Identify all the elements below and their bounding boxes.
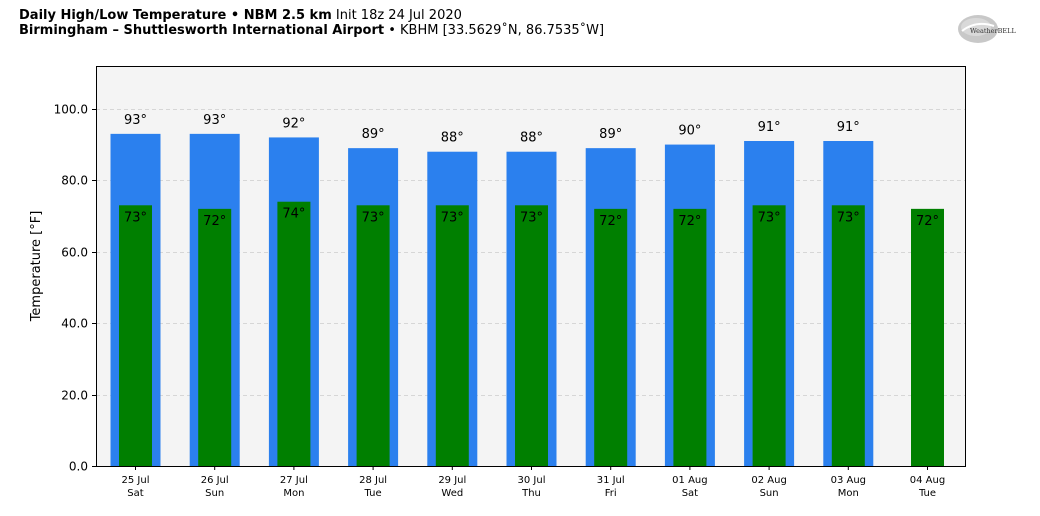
high-temp-label: 88° — [441, 131, 464, 146]
x-tick-date: 01 Aug — [672, 475, 707, 486]
x-tick-weekday: Tue — [364, 488, 382, 499]
low-bars — [119, 201, 944, 467]
low-temp-label: 73° — [837, 210, 860, 225]
x-tick-date: 27 Jul — [280, 475, 308, 486]
high-temp-label: 92° — [282, 116, 305, 131]
low-temp-bar — [594, 208, 628, 466]
high-temp-label: 89° — [362, 127, 385, 142]
location-line: Birmingham – Shuttlesworth International… — [19, 23, 604, 38]
low-temp-bar — [831, 205, 865, 467]
low-temp-bar — [356, 205, 390, 467]
low-temp-bar — [752, 205, 786, 467]
low-temp-bar — [515, 205, 548, 467]
x-tick-weekday: Sat — [682, 488, 698, 499]
high-temp-label: 91° — [837, 120, 860, 135]
high-temp-label: 93° — [124, 113, 147, 128]
x-tick-date: 28 Jul — [359, 475, 387, 486]
low-temp-label: 73° — [758, 210, 781, 225]
title-line: Daily High/Low Temperature • NBM 2.5 km … — [19, 8, 604, 23]
low-temp-label: 73° — [124, 210, 147, 225]
x-tick-weekday: Sun — [760, 488, 779, 499]
high-temp-label: 91° — [758, 120, 781, 135]
low-temp-bar — [119, 205, 152, 467]
low-temp-bar — [911, 208, 944, 466]
low-temp-bar — [277, 201, 311, 466]
x-tick-weekday: Thu — [521, 488, 541, 499]
x-tick-date: 29 Jul — [438, 475, 466, 486]
init-time: Init 18z 24 Jul 2020 — [335, 8, 462, 23]
y-tick-label: 40.0 — [61, 317, 88, 331]
x-axis-ticks: 25 Jul Sat 26 Jul Sun 27 Jul Mon 28 Jul Tue 29 J… — [122, 466, 945, 499]
x-tick-date: 04 Aug — [910, 475, 945, 486]
x-tick-weekday: Mon — [283, 488, 304, 499]
y-axis-ticks: 0.0 20.0 40.0 60.0 80.0 100.0 — [54, 103, 96, 474]
low-temp-bar — [435, 205, 469, 467]
low-temp-bar — [198, 208, 232, 466]
high-temp-label: 89° — [599, 127, 622, 142]
high-temp-label: 88° — [520, 131, 543, 146]
low-temp-label: 72° — [599, 214, 622, 229]
y-tick-label: 20.0 — [61, 389, 88, 403]
x-tick-weekday: Sat — [127, 488, 143, 499]
bar-labels: 93° 73° 93° 72° 92° 74° 89° 73° 88° 73° 88° 73° 89° 7… — [124, 113, 939, 229]
low-temp-bar — [673, 208, 707, 466]
x-tick-date: 02 Aug — [751, 475, 786, 486]
x-tick-date: 26 Jul — [201, 475, 229, 486]
low-temp-label: 73° — [362, 210, 385, 225]
y-tick-label: 100.0 — [54, 103, 88, 117]
low-temp-label: 73° — [441, 210, 464, 225]
chart-title: Daily High/Low Temperature • NBM 2.5 km — [19, 8, 332, 23]
x-tick-weekday: Wed — [441, 488, 463, 499]
low-temp-label: 73° — [520, 210, 543, 225]
chart-header: Daily High/Low Temperature • NBM 2.5 km … — [19, 8, 604, 38]
low-temp-label: 72° — [678, 214, 701, 229]
high-temp-label: 93° — [203, 113, 226, 128]
x-tick-weekday: Sun — [205, 488, 224, 499]
weatherbell-logo: WeatherBELL — [956, 12, 1020, 46]
x-tick-date: 31 Jul — [597, 475, 625, 486]
x-tick-weekday: Fri — [605, 488, 617, 499]
x-tick-date: 30 Jul — [518, 475, 546, 486]
y-tick-label: 0.0 — [69, 460, 88, 474]
location-coords: • KBHM [33.5629˚N, 86.7535˚W] — [388, 23, 605, 38]
y-tick-label: 60.0 — [61, 246, 88, 260]
y-tick-label: 80.0 — [61, 174, 88, 188]
low-temp-label: 74° — [282, 207, 305, 222]
x-tick-weekday: Mon — [838, 488, 859, 499]
x-tick-date: 25 Jul — [122, 475, 150, 486]
high-temp-label: 90° — [678, 124, 701, 139]
y-axis-label: Temperature [°F] — [29, 211, 44, 323]
logo-text: WeatherBELL — [970, 27, 1016, 35]
location-name: Birmingham – Shuttlesworth International… — [19, 23, 385, 38]
low-temp-label: 72° — [916, 214, 939, 229]
x-tick-weekday: Tue — [918, 488, 936, 499]
low-temp-label: 72° — [203, 214, 226, 229]
x-tick-date: 03 Aug — [831, 475, 866, 486]
